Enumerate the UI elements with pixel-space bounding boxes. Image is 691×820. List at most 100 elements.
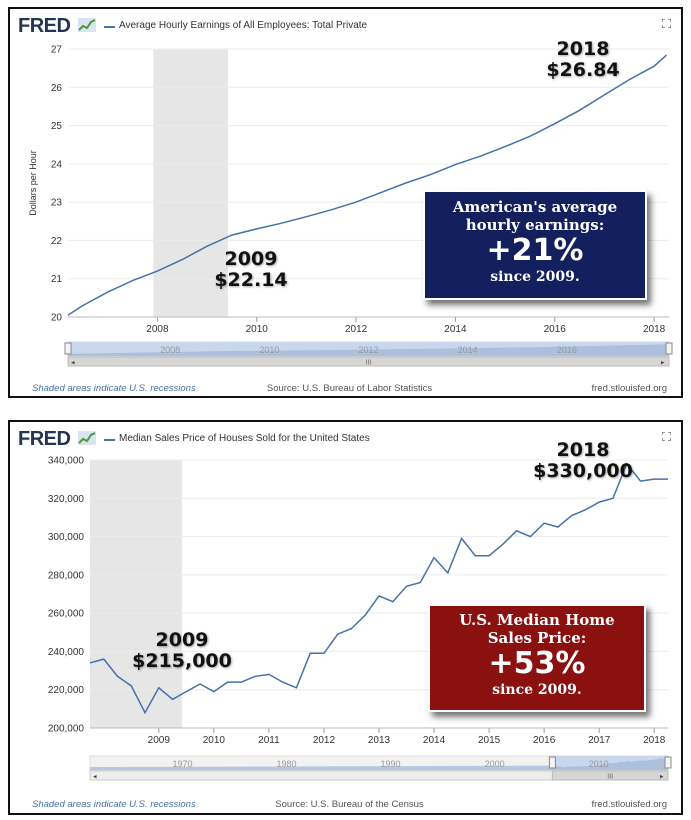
scroll-left-arrow[interactable]: ◂ [93,774,97,781]
navigator-label: 2016 [557,345,577,355]
annotation-2009-value: $215,000 [132,650,232,672]
navigator-handle-right[interactable] [665,342,673,355]
data-point [199,683,201,685]
series-title: Average Hourly Earnings of All Employees… [119,20,368,31]
scrollbar-thumb[interactable] [67,356,670,367]
y-tick-label: 25 [51,121,63,132]
x-tick-label: 2015 [478,735,501,746]
navigator-handle-left[interactable] [64,342,72,355]
data-point [240,681,242,683]
data-point [612,497,614,499]
fred-url-link[interactable]: fred.stlouisfed.org [591,383,667,394]
data-point [116,675,118,677]
annotation-2018: 2018 $330,000 [528,440,638,482]
data-point [557,526,559,528]
data-point [529,135,531,137]
home-price-chart-panel: FRED Median Sales Price of Houses Sold f… [8,420,683,815]
data-point [578,109,580,111]
data-point [419,581,421,583]
x-tick-label: 2016 [544,324,567,335]
callout-line2: hourly earnings: [465,216,605,234]
annotation-2009-year: 2009 [224,248,278,270]
data-point [231,234,233,236]
x-tick-label: 2009 [148,735,171,746]
home-price-callout-box: U.S. Median Home Sales Price: +53% since… [428,604,646,712]
data-point [256,228,258,230]
callout-percent: +53% [488,646,586,681]
y-tick-label: 300,000 [48,532,85,543]
chart-header: FRED Average Hourly Earnings of All Empl… [18,15,673,37]
data-point [305,215,307,217]
scroll-left-arrow[interactable]: ◂ [71,360,75,367]
y-tick-label: 220,000 [48,685,85,696]
data-point [89,662,91,664]
data-point [206,245,208,247]
data-point [479,155,481,157]
x-tick-label: 2017 [588,735,611,746]
data-point [337,633,339,635]
data-point [515,530,517,532]
series-line [89,462,668,715]
scroll-right-arrow[interactable]: ▸ [661,360,665,367]
data-point [488,555,490,557]
y-tick-label: 20 [51,313,63,324]
navigator-label: 2012 [358,345,378,355]
data-point [350,627,352,629]
data-point [171,698,173,700]
annotation-2018-year: 2018 [556,439,610,461]
annotation-2009-value: $22.14 [214,269,288,291]
chart-header: FRED Median Sales Price of Houses Sold f… [18,428,673,450]
source-text: Source: U.S. Bureau of the Census [275,799,424,810]
scrollbar-grip: III [607,774,613,781]
data-point [433,556,435,558]
x-tick-label: 2016 [533,735,556,746]
data-point [181,258,183,260]
data-point [213,690,215,692]
annotation-2018-year: 2018 [556,38,610,60]
x-tick-label: 2010 [203,735,226,746]
data-point [460,537,462,539]
callout-percent: +21% [486,233,584,268]
data-point [529,535,531,537]
fred-graph-icon [78,431,96,445]
home-price-plot[interactable]: 200,000 220,000 240,000 260,000 280,000 300,0… [10,422,681,797]
data-point [67,314,69,316]
annotation-2018-value: $26.84 [546,59,620,81]
data-point [639,480,641,482]
x-tick-label: 2008 [146,324,169,335]
data-point [364,614,366,616]
navigator-label: 1980 [277,759,297,769]
fred-logo[interactable]: FRED [18,15,71,37]
navigator-label: 2010 [589,759,609,769]
annotation-2009: 2009 $22.14 [206,249,296,291]
data-point [504,145,506,147]
data-point [405,585,407,587]
data-point [280,222,282,224]
x-tick-label: 2012 [345,324,368,335]
callout-line1: American's average [452,198,618,216]
data-point [144,711,146,713]
navigator-handle-left[interactable] [548,756,556,769]
data-point [185,690,187,692]
navigator-series [68,344,669,356]
navigator-handle-right[interactable] [664,756,672,769]
y-tick-label: 22 [51,236,63,247]
callout-line1: U.S. Median Home [459,611,615,629]
data-point [82,304,84,306]
data-point [107,291,109,293]
data-point [355,201,357,203]
data-point [603,94,605,96]
data-point [330,209,332,211]
data-point [502,543,504,545]
navigator-label: 2000 [485,759,505,769]
data-point [429,173,431,175]
scroll-right-arrow[interactable]: ▸ [660,774,664,781]
fred-graph-icon [78,18,96,32]
fred-logo[interactable]: FRED [18,428,71,450]
recession-shading [90,460,182,728]
data-point [392,600,394,602]
fred-url-link[interactable]: fred.stlouisfed.org [591,799,667,810]
scrollbar-thumb[interactable] [551,770,669,781]
data-point [309,652,311,654]
data-point [254,675,256,677]
